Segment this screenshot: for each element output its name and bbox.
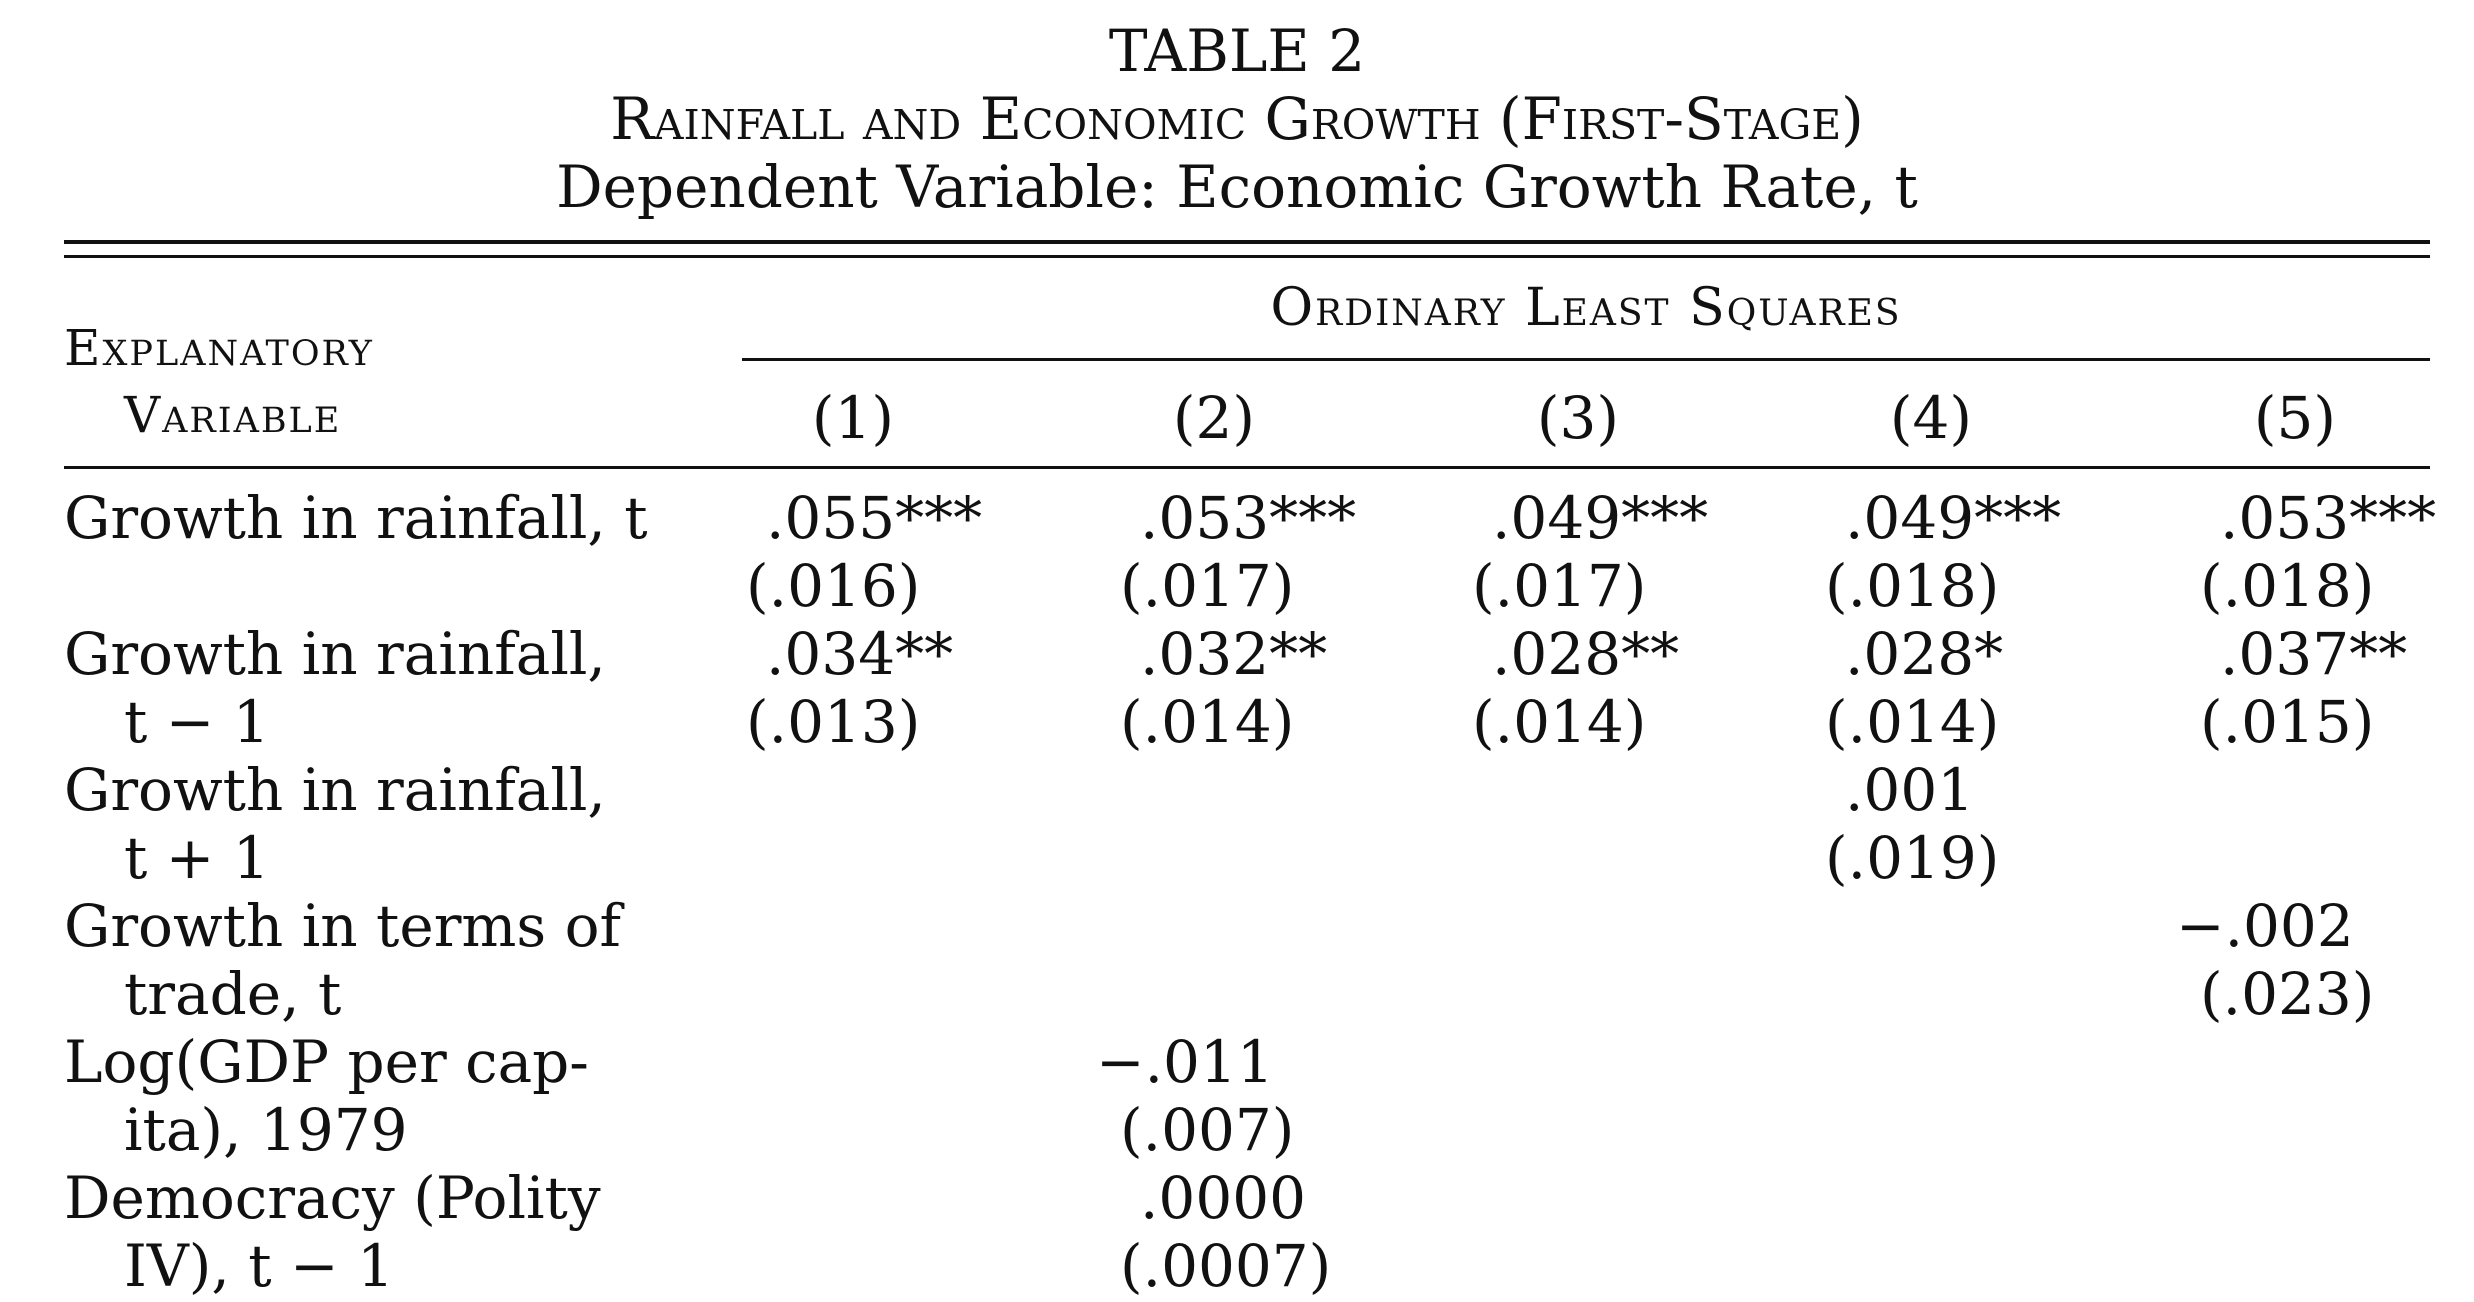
top-rule-outer (64, 240, 2430, 244)
row-2-coef-col-1: .034** (766, 620, 954, 688)
row-2-coef-col-3: .028** (1492, 620, 1680, 688)
row-1-coef-col-5: .053*** (2220, 484, 2437, 552)
row-1-se-col-5: (.018) (2200, 552, 2375, 620)
column-header-5: (5) (2253, 384, 2337, 452)
row-4-label-line-1: Growth in terms of (64, 892, 622, 960)
column-header-3: (3) (1536, 384, 1620, 452)
row-6-label-line-1: Democracy (Polity (64, 1164, 601, 1232)
row-4-se-col-5: (.023) (2200, 960, 2375, 1028)
row-1-coef-col-4: .049*** (1845, 484, 2062, 552)
table-title: TABLE 2 (1108, 17, 1366, 85)
row-2-se-col-3: (.014) (1472, 688, 1647, 756)
column-header-4: (4) (1889, 384, 1973, 452)
row-2-se-col-2: (.014) (1120, 688, 1295, 756)
row-1-se-col-4: (.018) (1825, 552, 2000, 620)
row-2-coef-col-4: .028* (1845, 620, 2004, 688)
row-1-se-col-1: (.016) (746, 552, 921, 620)
table-subtitle: Rainfall and Economic Growth (First-Stag… (610, 85, 1864, 153)
row-2-se-col-5: (.015) (2200, 688, 2375, 756)
row-4-label-line-2: trade, t (124, 960, 342, 1028)
stub-header-line-1: Explanatory (64, 319, 374, 377)
row-4-coef-col-5: −.002 (2176, 892, 2354, 960)
top-rule-inner (64, 255, 2430, 258)
row-5-label-line-1: Log(GDP per cap- (64, 1028, 589, 1096)
row-3-label-line-2: t + 1 (124, 824, 270, 892)
row-6-se-col-2: (.0007) (1120, 1232, 1332, 1300)
row-6-label-line-2: IV), t − 1 (124, 1232, 394, 1300)
header-bottom-rule (64, 466, 2430, 469)
row-5-se-col-2: (.007) (1120, 1096, 1295, 1164)
row-2-label-line-1: Growth in rainfall, (64, 620, 606, 688)
group-header-ols: Ordinary Least Squares (1270, 278, 1902, 338)
dependent-variable-caption: Dependent Variable: Economic Growth Rate… (556, 153, 1918, 221)
row-2-se-col-1: (.013) (746, 688, 921, 756)
stub-header-line-2: Variable (124, 386, 342, 444)
row-2-coef-col-5: .037** (2220, 620, 2408, 688)
row-1-coef-col-2: .053*** (1140, 484, 1357, 552)
row-2-se-col-4: (.014) (1825, 688, 2000, 756)
row-3-coef-col-4: .001 (1845, 756, 1975, 824)
row-3-label-line-1: Growth in rainfall, (64, 756, 606, 824)
row-1-coef-col-3: .049*** (1492, 484, 1709, 552)
row-3-se-col-4: (.019) (1825, 824, 2000, 892)
row-1-se-col-3: (.017) (1472, 552, 1647, 620)
row-5-coef-col-2: −.011 (1096, 1028, 1274, 1096)
column-header-2: (2) (1172, 384, 1256, 452)
row-2-label-line-2: t − 1 (124, 688, 270, 756)
group-header-rule (742, 358, 2430, 361)
row-1-coef-col-1: .055*** (766, 484, 983, 552)
row-1-se-col-2: (.017) (1120, 552, 1295, 620)
row-5-label-line-2: ita), 1979 (124, 1096, 408, 1164)
row-2-coef-col-2: .032** (1140, 620, 1328, 688)
row-6-coef-col-2: .0000 (1140, 1164, 1307, 1232)
row-1-label: Growth in rainfall, t (64, 484, 648, 552)
column-header-1: (1) (811, 384, 895, 452)
